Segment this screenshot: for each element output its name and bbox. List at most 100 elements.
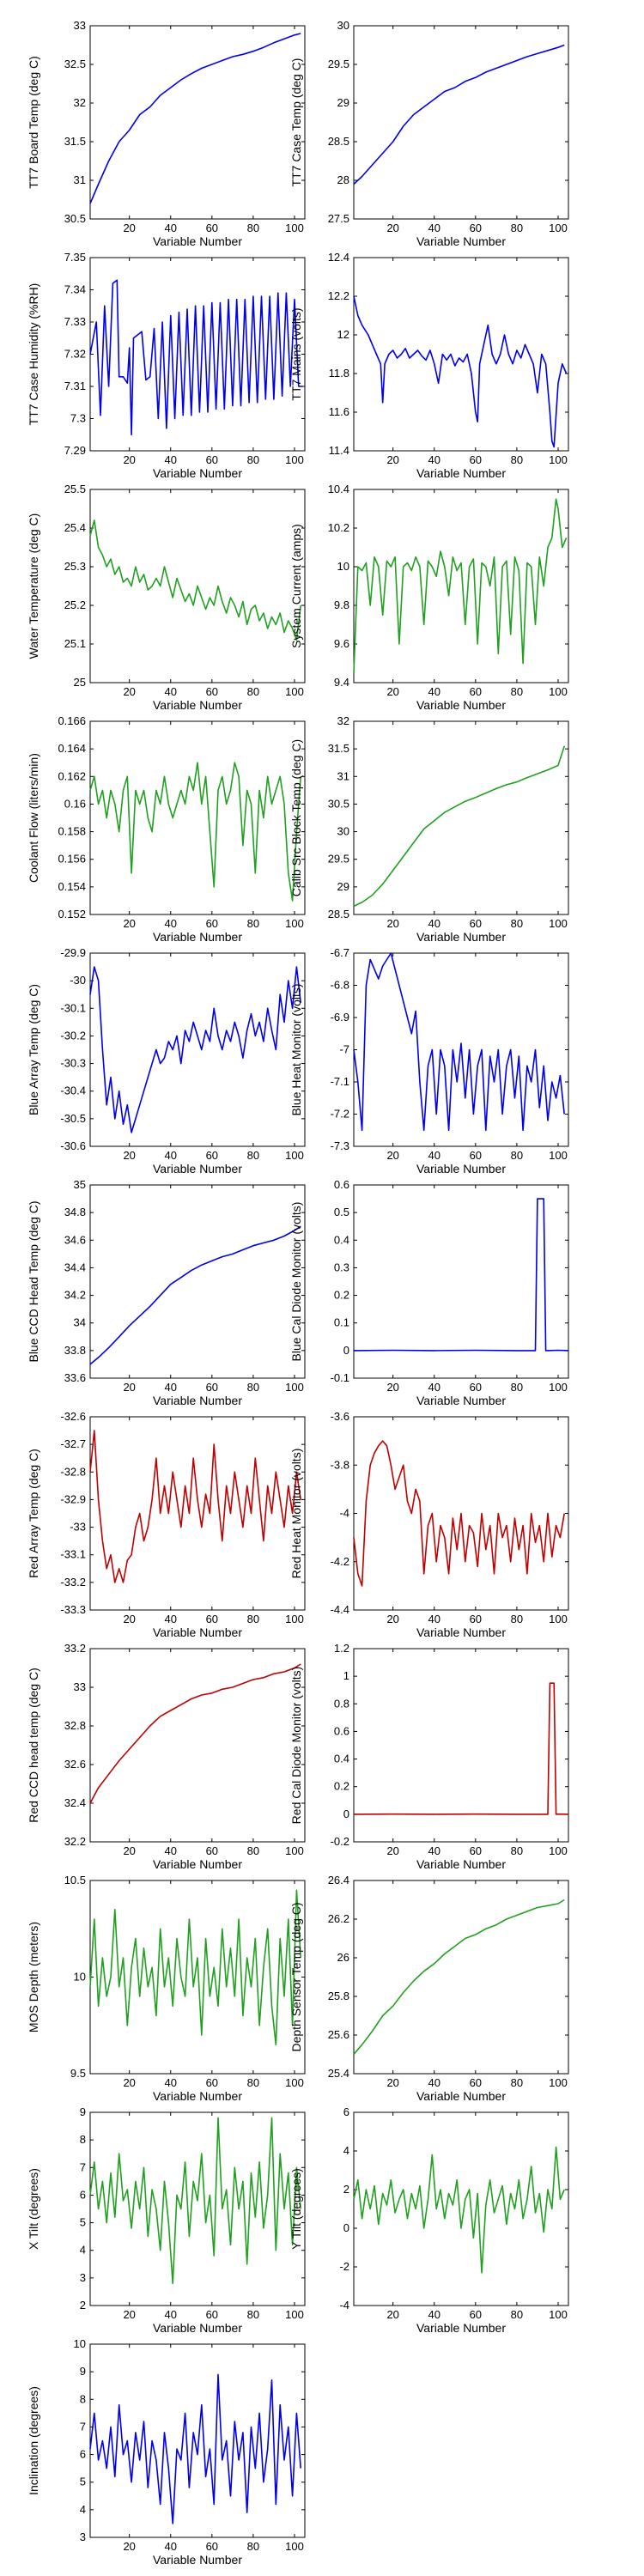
y-tick-label: 0.16 xyxy=(64,797,86,810)
y-tick-label: 34.2 xyxy=(64,1289,86,1302)
x-tick-label: 40 xyxy=(428,685,440,698)
y-tick-label: 33.8 xyxy=(64,1344,86,1357)
y-tick-label: 25.1 xyxy=(64,637,86,650)
x-tick-label: 60 xyxy=(470,2308,482,2321)
chart-15: 20 40 60 80 100 32.2 32.4 32.6 32.8 33 33.2 Variabl… xyxy=(27,1642,306,1871)
chart-21: 20 40 60 80 100 3 4 5 6 7 8 9 10 Variable Number Incli… xyxy=(27,2337,306,2567)
x-tick-label: 80 xyxy=(511,453,523,466)
x-tick-label: 60 xyxy=(470,685,482,698)
plot-frame xyxy=(353,1184,569,1379)
x-tick-label: 20 xyxy=(123,685,135,698)
y-tick-label: 31 xyxy=(74,173,86,186)
y-tick-label: -6.9 xyxy=(331,1011,349,1024)
plot-frame xyxy=(353,720,569,915)
x-tick-label: 80 xyxy=(511,1613,523,1625)
x-tick-label: 80 xyxy=(247,2308,259,2321)
series-line xyxy=(353,1682,569,1815)
y-tick-label: -33.1 xyxy=(60,1548,86,1561)
y-tick-label: 34.4 xyxy=(64,1261,86,1273)
y-tick-label: 1 xyxy=(343,1669,349,1682)
x-tick-label: 20 xyxy=(123,1613,135,1625)
y-tick-label: 12.2 xyxy=(328,289,349,302)
y-tick-label: 32 xyxy=(74,96,86,109)
y-tick-label: 25 xyxy=(74,676,86,689)
y-tick-label: -32.9 xyxy=(60,1492,86,1505)
x-tick-label: 60 xyxy=(206,2308,218,2321)
y-axis-label: Red Array Temp (deg C) xyxy=(27,1449,40,1578)
x-tick-label: 40 xyxy=(428,222,440,234)
x-tick-label: 20 xyxy=(386,1844,398,1857)
y-tick-label: 25.3 xyxy=(64,560,86,573)
x-tick-label: 100 xyxy=(549,917,568,930)
x-tick-label: 40 xyxy=(165,685,177,698)
x-tick-label: 60 xyxy=(206,685,218,698)
x-tick-label: 20 xyxy=(123,1149,135,1162)
y-tick-label: 34.8 xyxy=(64,1206,86,1218)
plot-frame xyxy=(353,489,569,683)
y-tick-label: 0.5 xyxy=(334,1206,349,1218)
y-tick-label: 7 xyxy=(80,2420,86,2433)
y-tick-label: 28 xyxy=(337,173,349,186)
y-tick-label: -32.6 xyxy=(60,1410,86,1423)
x-tick-label: 20 xyxy=(123,917,135,930)
x-tick-label: 40 xyxy=(165,1149,177,1162)
x-axis-label: Variable Number xyxy=(416,698,506,712)
y-tick-label: 0 xyxy=(343,1344,349,1357)
y-tick-label: 7.33 xyxy=(64,315,86,328)
x-tick-label: 80 xyxy=(511,222,523,234)
y-tick-label: 26.4 xyxy=(328,1874,349,1886)
series-line xyxy=(89,1430,301,1583)
x-axis-label: Variable Number xyxy=(416,1625,506,1639)
y-tick-label: 33.2 xyxy=(64,1642,86,1655)
y-axis-label: Blue Array Temp (deg C) xyxy=(27,984,40,1115)
x-axis-label: Variable Number xyxy=(153,1394,242,1407)
y-tick-label: -3.8 xyxy=(331,1458,349,1471)
series-line xyxy=(353,2146,565,2274)
y-tick-label: 9 xyxy=(80,2105,86,2118)
y-tick-label: 31 xyxy=(337,769,349,782)
series-line xyxy=(353,44,565,185)
x-axis-label: Variable Number xyxy=(153,466,242,480)
y-tick-label: 4 xyxy=(80,2244,86,2257)
y-tick-label: 0.166 xyxy=(58,714,86,727)
y-tick-label: 25.4 xyxy=(328,2067,349,2080)
chart-13: 20 40 60 80 100 -33.3 -33.2 -33.1 -33 -32.9 -32.8 -… xyxy=(27,1410,306,1639)
y-tick-label: 11.4 xyxy=(329,444,349,457)
x-tick-label: 20 xyxy=(386,685,398,698)
y-tick-label: 0.164 xyxy=(58,742,86,755)
y-tick-label: 7.32 xyxy=(64,348,86,361)
x-tick-label: 80 xyxy=(511,1381,523,1394)
x-tick-label: 100 xyxy=(549,222,568,234)
x-tick-label: 60 xyxy=(206,917,218,930)
series-line xyxy=(89,966,301,1133)
y-tick-label: 26.2 xyxy=(328,1912,349,1925)
x-tick-label: 40 xyxy=(165,2540,177,2553)
x-tick-label: 40 xyxy=(165,917,177,930)
chart-18: 20 40 60 80 100 25.4 25.6 25.8 26 26.2 26.4 Variabl… xyxy=(289,1874,569,2103)
x-axis-label: Variable Number xyxy=(416,1394,506,1407)
x-tick-label: 60 xyxy=(470,222,482,234)
x-tick-label: 40 xyxy=(165,1381,177,1394)
y-tick-label: 5 xyxy=(80,2476,86,2488)
x-tick-label: 60 xyxy=(470,1149,482,1162)
y-tick-label: -4 xyxy=(339,2299,349,2312)
x-axis-label: Variable Number xyxy=(416,1857,506,1871)
x-tick-label: 40 xyxy=(165,453,177,466)
y-axis-label: Calib Src Block Temp (deg C) xyxy=(289,739,303,896)
y-tick-label: 30 xyxy=(337,825,349,838)
y-tick-label: -4.2 xyxy=(331,1555,349,1568)
x-tick-label: 80 xyxy=(247,685,259,698)
x-tick-label: 60 xyxy=(206,1149,218,1162)
x-tick-label: 80 xyxy=(247,453,259,466)
y-axis-label: Y Tilt (degrees) xyxy=(289,2168,303,2250)
y-axis-label: Blue Cal Diode Monitor (volts) xyxy=(289,1202,303,1362)
y-tick-label: 3 xyxy=(80,2530,86,2543)
y-tick-label: 6 xyxy=(343,2105,349,2118)
y-tick-label: 7.31 xyxy=(64,380,86,392)
x-tick-label: 100 xyxy=(285,222,304,234)
y-tick-label: 31.5 xyxy=(64,135,86,148)
y-tick-label: 25.4 xyxy=(64,521,86,534)
y-tick-label: 7.3 xyxy=(70,412,86,425)
x-axis-label: Variable Number xyxy=(153,1162,242,1176)
